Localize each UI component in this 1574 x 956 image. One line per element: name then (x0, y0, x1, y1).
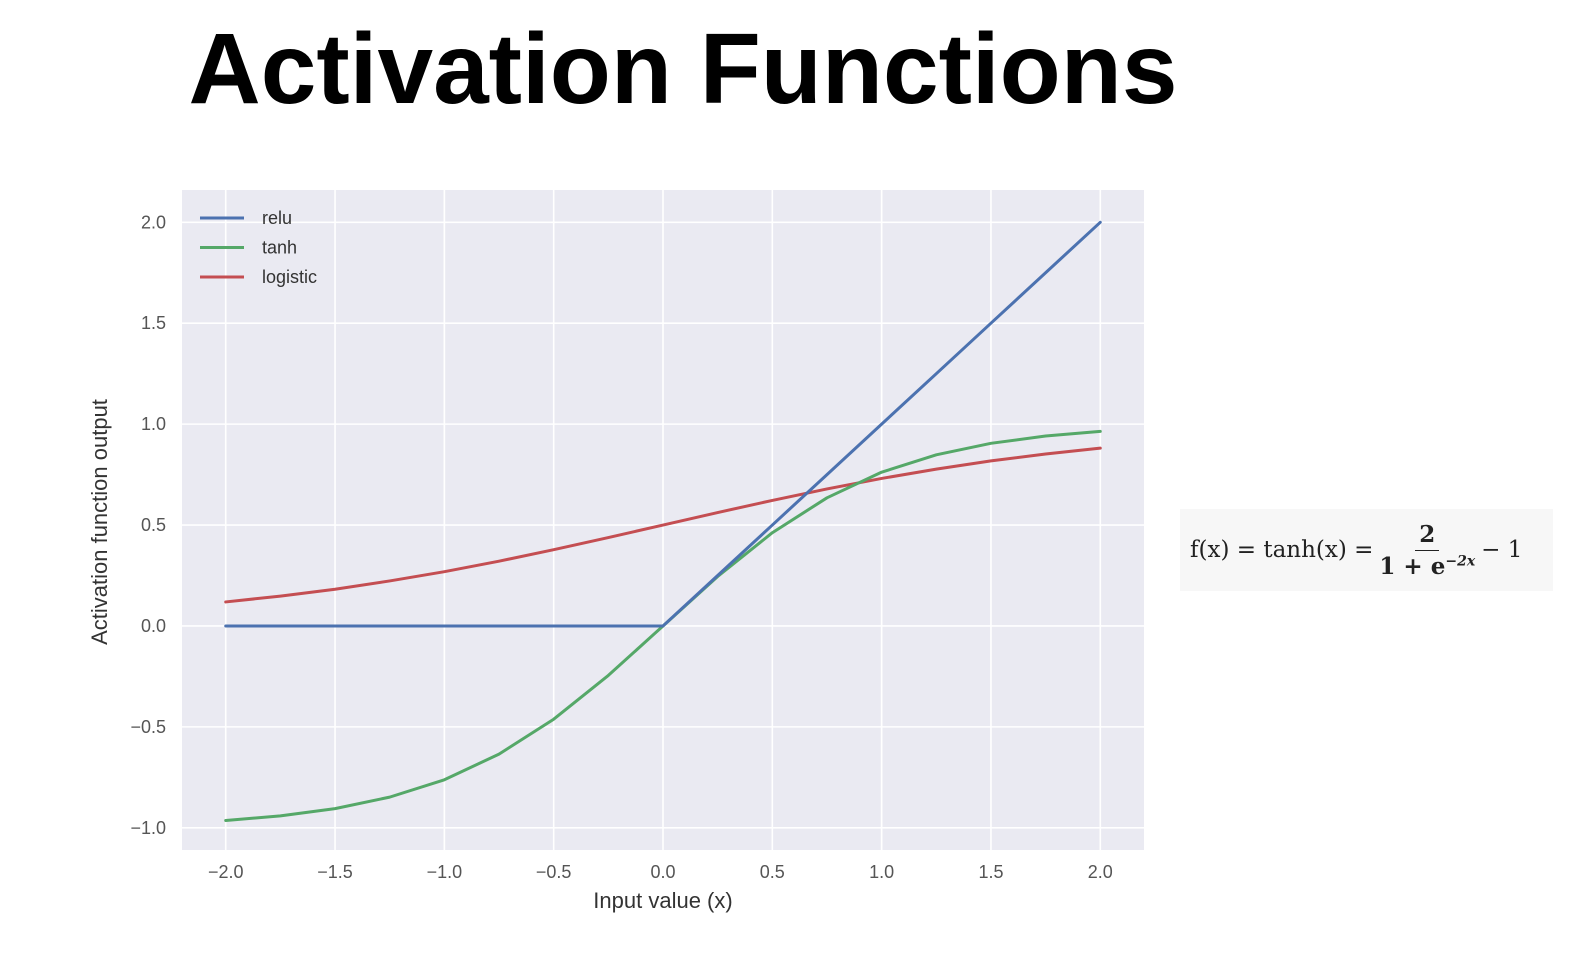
formula-lhs: f(x) = tanh(x) = (1190, 537, 1374, 563)
tanh-formula: f(x) = tanh(x) = 2 1 + e−2x − 1 (1180, 509, 1553, 591)
x-tick-label: −2.0 (208, 862, 244, 882)
page-title: Activation Functions (188, 13, 1178, 125)
legend: relu tanh logistic (200, 208, 317, 287)
series-lines (224, 220, 1102, 823)
formula-numerator: 2 (1415, 521, 1440, 551)
y-tick-label: −1.0 (130, 818, 166, 838)
x-tick-label: 1.0 (869, 862, 894, 882)
x-axis-label: Input value (x) (593, 888, 732, 913)
y-tick-label: −0.5 (130, 717, 166, 737)
x-tick-label: 2.0 (1088, 862, 1113, 882)
x-tick-label: 0.5 (760, 862, 785, 882)
x-tick-label: 1.5 (978, 862, 1003, 882)
formula-denominator: 1 + e−2x (1379, 551, 1475, 580)
y-tick-label: 1.0 (141, 414, 166, 434)
legend-label-logistic: logistic (262, 267, 317, 287)
y-tick-label: 0.5 (141, 515, 166, 535)
x-tick-label: −1.5 (317, 862, 353, 882)
x-tick-label: 0.0 (650, 862, 675, 882)
y-axis-label: Activation function output (87, 399, 112, 645)
series-line-logistic (224, 446, 1102, 604)
legend-label-tanh: tanh (262, 238, 297, 258)
x-tick-label: −0.5 (536, 862, 572, 882)
y-tick-label: 2.0 (141, 212, 166, 232)
tick-labels: −2.0 −1.5 −1.0 −0.5 0.0 0.5 1.0 1.5 2.0 −1.0 −0.5 0… (130, 212, 1112, 882)
y-tick-label: 0.0 (141, 616, 166, 636)
series-line-relu (224, 220, 1102, 628)
formula-fraction: 2 1 + e−2x (1379, 521, 1475, 580)
activation-chart: −2.0 −1.5 −1.0 −0.5 0.0 0.5 1.0 1.5 2.0 −1.0 −0.5 0… (87, 190, 1144, 913)
formula-denominator-exponent: −2x (1445, 552, 1476, 569)
legend-label-relu: relu (262, 208, 292, 228)
y-tick-label: 1.5 (141, 313, 166, 333)
formula-tail: − 1 (1481, 537, 1523, 563)
x-tick-label: −1.0 (427, 862, 463, 882)
formula-denominator-base: 1 + e (1379, 552, 1446, 580)
